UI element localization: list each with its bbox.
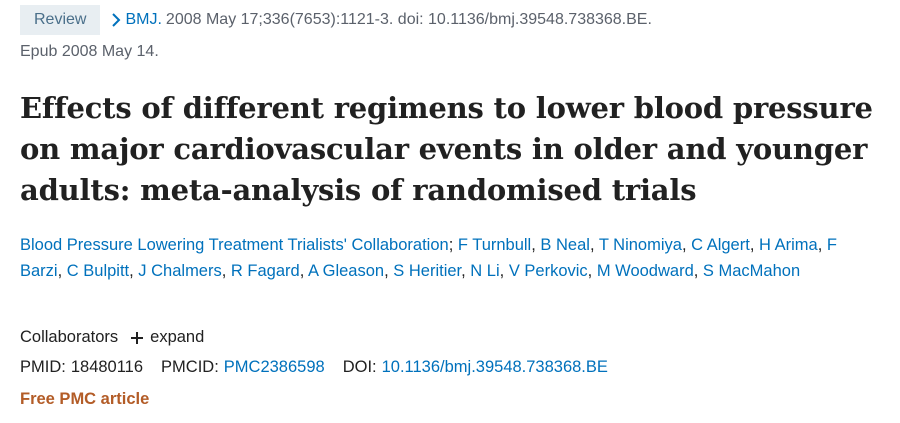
journal-link[interactable]: BMJ. <box>125 11 162 28</box>
author-link[interactable]: C Algert <box>691 236 750 254</box>
identifiers-row: PMID: 18480116 PMCID: PMC2386598 DOI: 10… <box>20 358 608 377</box>
author-separator: , <box>749 236 759 254</box>
author-link[interactable]: S Heritier <box>393 262 462 280</box>
collaborators-row: Collaborators expand <box>20 328 204 347</box>
authors-list: Blood Pressure Lowering Treatment Triali… <box>20 232 880 284</box>
author-link[interactable]: F Turnbull <box>457 236 532 254</box>
author-link[interactable]: T Ninomiya <box>598 236 682 254</box>
author-link[interactable]: B Neal <box>540 236 590 254</box>
author-separator: , <box>589 236 599 254</box>
pmcid-link[interactable]: PMC2386598 <box>223 358 325 376</box>
doi-link[interactable]: 10.1136/bmj.39548.738368.BE <box>381 358 608 376</box>
citation-details: 2008 May 17;336(7653):1121-3. doi: 10.11… <box>165 11 652 28</box>
chevron-right-icon[interactable] <box>111 13 121 27</box>
author-link[interactable]: M Woodward <box>596 262 694 280</box>
author-separator: , <box>499 262 509 280</box>
author-link[interactable]: R Fagard <box>230 262 300 280</box>
free-pmc-article-badge: Free PMC article <box>20 390 150 408</box>
author-link[interactable]: C Bulpitt <box>66 262 130 280</box>
author-separator: , <box>461 262 471 280</box>
author-link[interactable]: H Arima <box>759 236 818 254</box>
article-title: Effects of different regimens to lower b… <box>20 91 873 207</box>
author-separator: , <box>531 236 541 254</box>
author-separator: , <box>587 262 597 280</box>
plus-icon[interactable] <box>130 331 144 345</box>
author-link[interactable]: F Barzi <box>20 236 837 280</box>
pmcid-label: PMCID: <box>161 358 219 376</box>
pmid-label: PMID: <box>20 358 66 376</box>
author-link[interactable]: A Gleason <box>307 262 385 280</box>
collaborators-label: Collaborators <box>20 328 119 346</box>
epub-date: Epub 2008 May 14. <box>20 43 159 60</box>
author-separator: , <box>817 236 827 254</box>
author-link[interactable]: S MacMahon <box>702 262 801 280</box>
citation-line: Review BMJ. 2008 May 17;336(7653):1121-3… <box>20 4 652 36</box>
author-link[interactable]: N Li <box>470 262 500 280</box>
article-type-badge: Review <box>20 5 101 35</box>
author-separator: , <box>384 262 394 280</box>
author-separator: , <box>299 262 308 280</box>
author-separator: , <box>129 262 139 280</box>
author-separator: , <box>221 262 231 280</box>
author-separator: , <box>681 236 692 254</box>
doi-label: DOI: <box>342 358 377 376</box>
collaborators-expand-button[interactable]: expand <box>150 328 205 346</box>
author-link[interactable]: J Chalmers <box>138 262 222 280</box>
author-separator: ; <box>448 236 458 254</box>
author-separator: , <box>57 262 67 280</box>
author-separator: , <box>693 262 703 280</box>
author-link[interactable]: V Perkovic <box>508 262 588 280</box>
pmid-value: 18480116 <box>70 358 144 376</box>
author-link[interactable]: Blood Pressure Lowering Treatment Triali… <box>20 236 449 254</box>
